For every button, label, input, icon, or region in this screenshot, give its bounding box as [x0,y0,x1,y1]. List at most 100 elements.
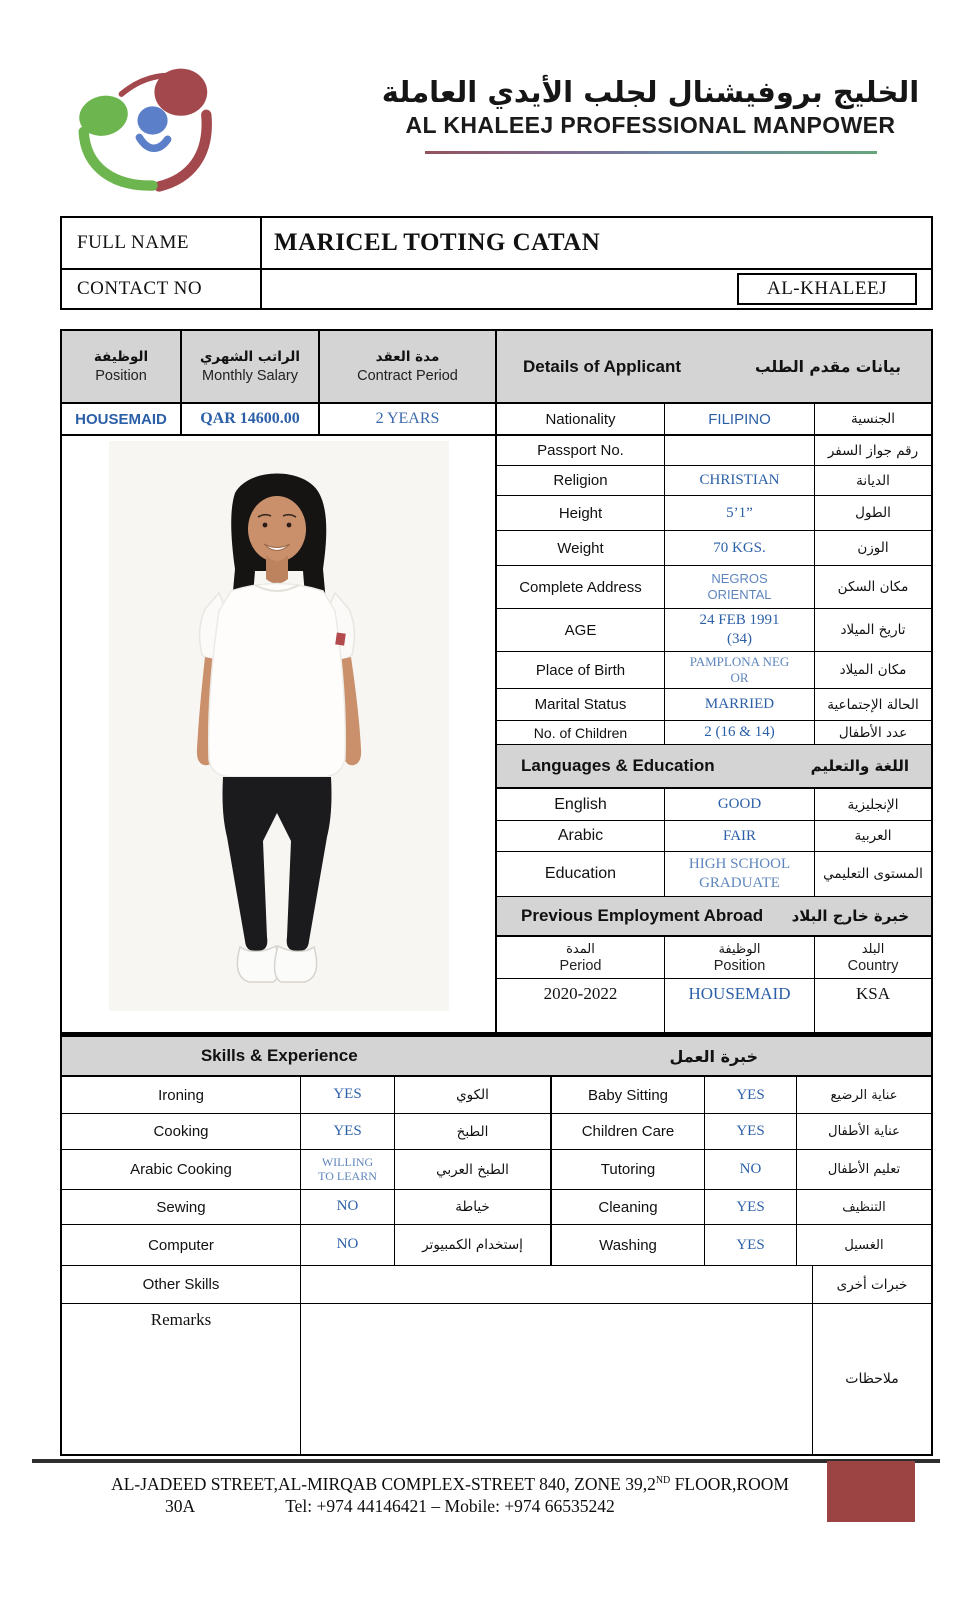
weight-label-ar: الوزن [857,540,889,556]
arabiccooking-label: Arabic Cooking [62,1150,301,1189]
address-room-number: 30A [165,1495,196,1516]
skills-band: Skills & Experience خبرة العمل [62,1037,931,1077]
passport-row: Passport No. رقم جواز السفر [497,436,931,466]
languages-education-band: Languages & Education اللغة والتعليم [497,745,931,789]
nationality-label-ar: الجنسية [851,411,896,427]
height-label-ar: الطول [855,505,891,521]
position-values-row: HOUSEMAID QAR 14600.00 2 YEARS Nationali… [62,404,931,436]
marital-label: Marital Status [497,689,665,720]
remarks-label-ar: ملاحظات [845,1371,899,1387]
remarks-value [301,1304,813,1454]
employment-data-row: 2020-2022 HOUSEMAID KSA [497,979,931,1032]
height-value: 5’1” [665,496,815,530]
babysitting-label-ar: عناية الرضيع [830,1087,898,1103]
footer-address: AL-JADEED STREET,AL-MIRQAB COMPLEX-STREE… [60,1470,840,1517]
education-label: Education [497,852,665,896]
skill-row-sewing-cleaning: Sewing NO خياطة Cleaning YES التنظيف [62,1190,931,1225]
name-table: FULL NAME MARICEL TOTING CATAN CONTACT N… [60,216,933,310]
skills-section-title: Skills & Experience [200,1046,358,1065]
ironing-value: YES [301,1077,395,1113]
cleaning-label: Cleaning [552,1190,705,1224]
contact-value [262,270,737,308]
religion-value: CHRISTIAN [665,466,815,495]
details-table: الوظيفة Position الراتب الشهري Monthly S… [60,329,933,1034]
previous-employment-band: Previous Employment Abroad خبرة خارج الب… [497,897,931,937]
employment-section-title: Previous Employment Abroad [521,906,764,925]
cooking-value: YES [301,1114,395,1149]
other-skills-row: Other Skills خبرات أخرى [62,1266,931,1304]
tutoring-label: Tutoring [552,1150,705,1189]
full-name-row: FULL NAME MARICEL TOTING CATAN [62,218,931,270]
sewing-label-ar: خياطة [395,1190,552,1224]
english-value: GOOD [665,789,815,820]
contact-row: CONTACT NO AL-KHALEEJ [62,270,931,308]
address-label: Complete Address [497,566,665,608]
skill-row-computer-washing: Computer NO إستخدام الكمبيوتر Washing YE… [62,1225,931,1266]
marital-value: MARRIED [665,689,815,720]
contact-label: CONTACT NO [62,270,262,308]
employment-period-value: 2020-2022 [497,979,665,1032]
education-label-ar: المستوى التعليمي [823,866,923,882]
childrencare-label-ar: عناية الأطفال [828,1124,900,1139]
cooking-label: Cooking [62,1114,301,1149]
period-column-header: المدة Period [497,937,665,978]
employment-columns-header: المدة Period الوظيفة Position البلد Coun… [497,937,931,979]
height-label: Height [497,496,665,530]
salary-column-header: الراتب الشهري Monthly Salary [182,331,320,402]
full-name-value: MARICEL TOTING CATAN [274,229,601,256]
passport-label: Passport No. [497,436,665,465]
birthplace-row: Place of Birth PAMPLONA NEG OR مكان المي… [497,652,931,689]
height-row: Height 5’1” الطول [497,496,931,531]
details-header-row: الوظيفة Position الراتب الشهري Monthly S… [62,331,931,404]
footer-divider [32,1459,940,1463]
arabic-label-ar: العربية [854,828,892,844]
children-value: 2 (16 & 14) [665,721,815,744]
gradient-divider [424,151,877,155]
cleaning-label-ar: التنظيف [842,1199,886,1215]
details-body: Passport No. رقم جواز السفر Religion CHR… [62,436,931,1032]
birthplace-label: Place of Birth [497,652,665,688]
passport-value [665,436,815,465]
arabiccooking-label-ar: الطبخ العربي [395,1150,552,1189]
skills-section-title-ar: خبرة العمل [669,1046,759,1066]
babysitting-value: YES [705,1077,797,1113]
agency-english-title: AL KHALEEJ PROFESSIONAL MANPOWER [405,112,896,139]
position-value: HOUSEMAID [62,404,182,434]
age-label-ar: تاريخ الميلاد [840,622,906,638]
remarks-label: Remarks [62,1304,301,1454]
children-label: No. of Children [497,721,665,744]
address-line1: AL-JADEED STREET,AL-MIRQAB COMPLEX-STREE… [111,1473,789,1494]
childrencare-value: YES [705,1114,797,1149]
computer-label-ar: إستخدام الكمبيوتر [395,1225,552,1265]
nationality-value: FILIPINO [665,404,815,434]
weight-row: Weight 70 KGS. الوزن [497,531,931,566]
skills-table: Skills & Experience خبرة العمل Ironing Y… [60,1034,933,1456]
weight-value: 70 KGS. [665,531,815,565]
arabic-label: Arabic [497,821,665,851]
agency-logo-icon [78,68,212,192]
address-value: NEGROS ORIENTAL [665,566,815,608]
ironing-label-ar: الكوي [395,1077,552,1113]
skill-row-arabiccooking-tutoring: Arabic Cooking WILLING TO LEARN الطبخ ال… [62,1150,931,1190]
ironing-label: Ironing [62,1077,301,1113]
tutoring-label-ar: تعليم الأطفال [827,1162,901,1177]
employment-position-value: HOUSEMAID [665,979,815,1032]
employment-country-value: KSA [855,984,890,1003]
computer-value: NO [301,1225,395,1265]
contract-column-header: مدة العقد Contract Period [320,331,497,402]
remarks-row: Remarks ملاحظات [62,1304,931,1454]
address-line2: 30A Tel: +974 44146421 – Mobile: +974 66… [60,1495,840,1517]
footer-phone-line: Tel: +974 44146421 – Mobile: +974 665352… [285,1495,615,1516]
sewing-value: NO [301,1190,395,1224]
contract-value: 2 YEARS [320,404,497,434]
age-label: AGE [497,609,665,651]
passport-label-ar: رقم جواز السفر [827,442,919,459]
skill-row-ironing-babysitting: Ironing YES الكوي Baby Sitting YES عناية… [62,1077,931,1114]
children-row: No. of Children 2 (16 & 14) عدد الأطفال [497,721,931,745]
weight-label: Weight [497,531,665,565]
birthplace-value: PAMPLONA NEG OR [665,652,815,688]
babysitting-label: Baby Sitting [552,1077,705,1113]
salary-value: QAR 14600.00 [182,404,320,434]
skill-row-cooking-childrencare: Cooking YES الطبخ Children Care YES عناي… [62,1114,931,1150]
